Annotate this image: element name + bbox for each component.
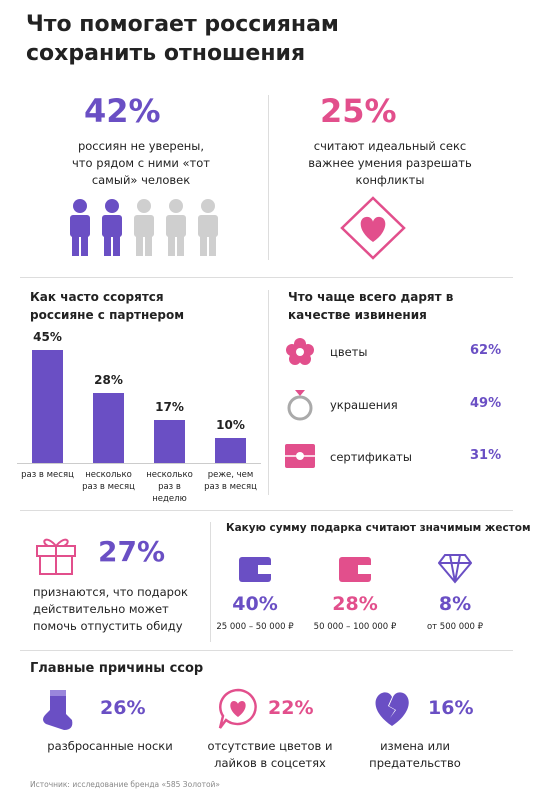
reason-value: 26%: [100, 697, 146, 719]
gift-value: 49%: [470, 396, 502, 411]
people-icons: [70, 199, 218, 256]
reason-label: измена или предательство: [369, 739, 461, 770]
wallet-icon: [339, 557, 371, 582]
sex-value: 25%: [320, 92, 397, 130]
gift-label: сертификаты: [330, 450, 412, 464]
bar: [154, 420, 185, 463]
x-tick-label: раз в месяц: [21, 470, 74, 480]
divider: [20, 510, 513, 511]
ring-icon: [287, 390, 313, 421]
sex-text: считают идеальный секс важнее умения раз…: [308, 139, 472, 187]
divider: [210, 522, 211, 642]
forgiveness-value: 27%: [98, 535, 166, 568]
bar: [215, 437, 246, 463]
amount-range: от 500 000 ₽: [426, 622, 484, 632]
certificate-icon: [285, 444, 315, 468]
amount-range: 50 000 – 100 000 ₽: [313, 622, 397, 632]
value-label: 10%: [216, 417, 245, 432]
value-label: 17%: [155, 400, 184, 415]
divider: [20, 277, 513, 278]
reasons-title: Главные причины ссор: [30, 661, 204, 676]
value-label: 28%: [94, 372, 123, 387]
heart-icon: [340, 196, 406, 260]
gift-label: украшения: [330, 398, 398, 412]
comment-heart-icon: [218, 688, 257, 729]
reason-value: 16%: [428, 697, 474, 719]
amount-range: 25 000 – 50 000 ₽: [216, 622, 294, 632]
x-tick-label: несколько раз в месяц: [82, 470, 135, 492]
x-tick-label: несколько раз в неделю: [146, 470, 193, 504]
amount-value: 40%: [232, 593, 278, 615]
x-tick-label: реже, чем раз в месяц: [204, 470, 257, 492]
reason-value: 22%: [268, 697, 314, 719]
reason-label: отсутствие цветов и лайков в соцсетях: [207, 739, 333, 770]
chart-title: Как часто ссорятся россияне с партнером: [30, 290, 185, 322]
divider: [268, 95, 269, 260]
wallet-icon: [239, 557, 271, 582]
amount-value: 8%: [438, 593, 472, 615]
gift-value: 62%: [470, 343, 502, 358]
uncertain-text: россиян не уверены, что рядом с ними «то…: [72, 139, 210, 187]
diamond-icon: [438, 554, 472, 584]
divider: [20, 650, 513, 651]
flower-icon: [286, 338, 314, 365]
bar: [32, 350, 63, 463]
reason-label: разбросанные носки: [47, 739, 173, 753]
amount-title: Какую сумму подарка считают значимым жес…: [226, 522, 531, 534]
source: Источник: исследование бренда «585 Золот…: [30, 780, 220, 789]
gift-value: 31%: [470, 448, 502, 463]
divider: [268, 290, 269, 495]
page-title: Что помогает россиянам сохранить отношен…: [26, 12, 339, 66]
uncertain-value: 42%: [84, 92, 161, 130]
forgiveness-text: признаются, что подарок действительно мо…: [33, 585, 188, 633]
baseline: [17, 463, 261, 464]
bar: [93, 392, 124, 463]
broken-heart-icon: [375, 692, 409, 726]
apology-title: Что чаще всего дарят в качестве извинени…: [288, 290, 454, 322]
amount-value: 28%: [332, 593, 378, 615]
value-label: 45%: [33, 330, 62, 344]
sock-icon: [43, 690, 73, 730]
gift-icon: [36, 538, 76, 575]
gift-label: цветы: [330, 345, 368, 359]
bar-chart: 45% раз в месяц 28% несколько раз в месяц 17…: [0, 0, 268, 510]
